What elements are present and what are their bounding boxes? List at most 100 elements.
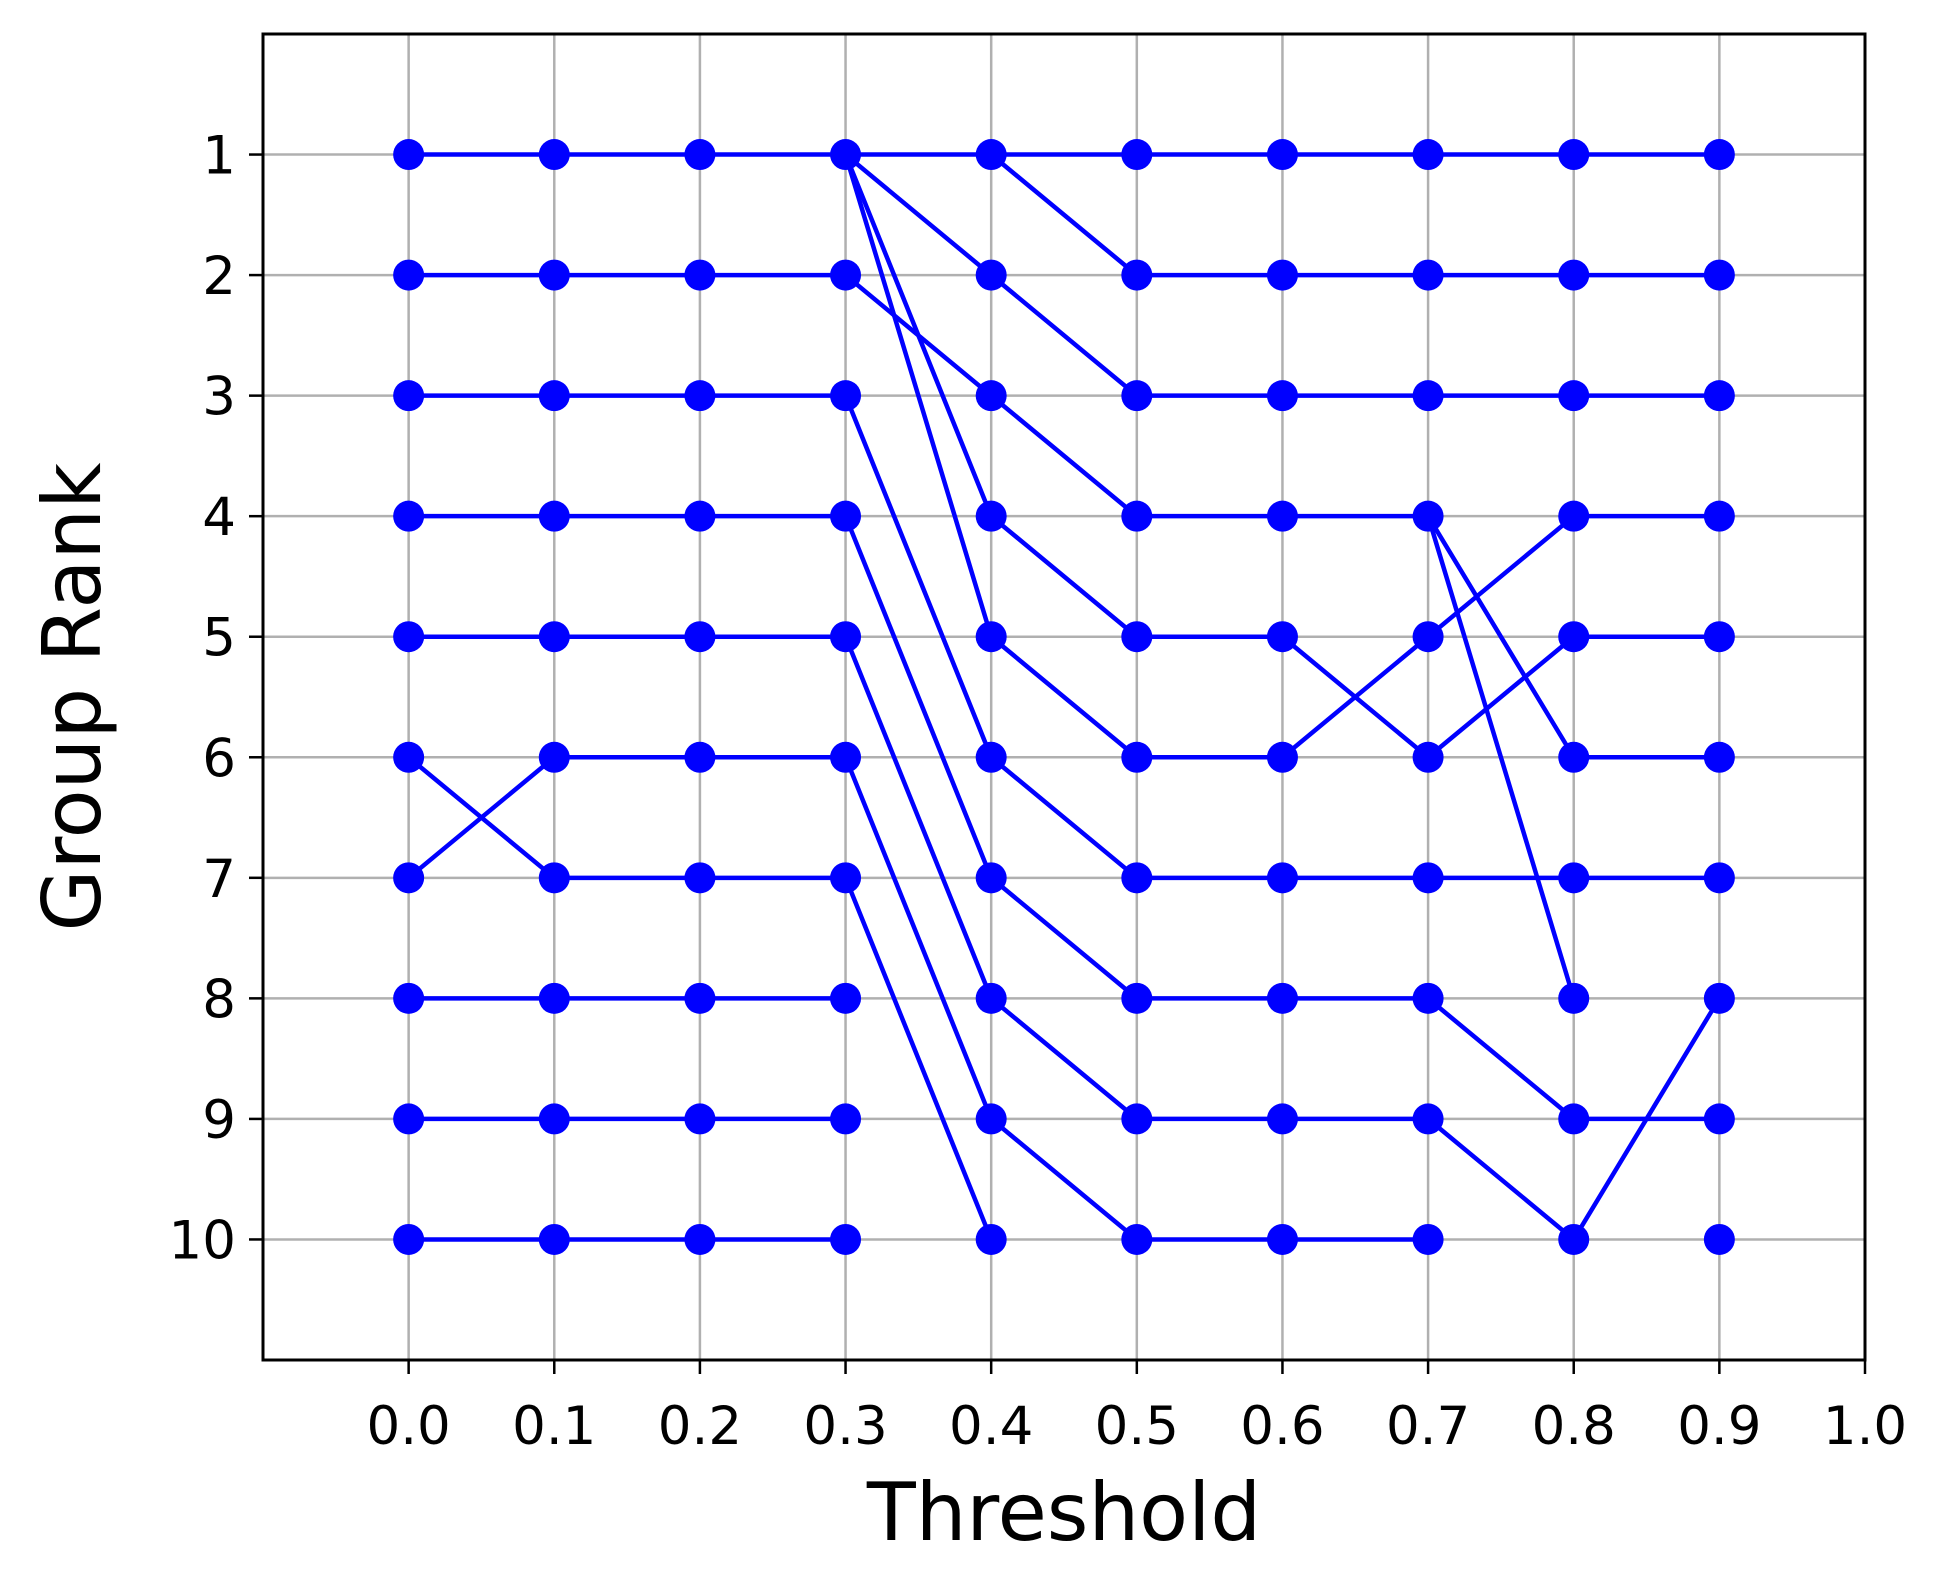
rank-point: [1266, 500, 1298, 532]
rank-segment: [1425, 1116, 1576, 1242]
rank-point: [684, 982, 716, 1014]
rank-point: [1412, 500, 1444, 532]
rank-point: [1558, 741, 1590, 773]
x-tick-label: 0.2: [658, 1396, 742, 1457]
rank-segment: [988, 1116, 1140, 1242]
rank-segment: [1425, 513, 1576, 639]
rank-point: [684, 500, 716, 532]
y-tick-label: 4: [202, 487, 236, 548]
rank-point: [538, 259, 570, 291]
rank-point: [1121, 500, 1153, 532]
rank-point: [684, 259, 716, 291]
rank-point: [1412, 139, 1444, 171]
rank-point: [1558, 1223, 1590, 1255]
rank-segment: [988, 755, 1140, 881]
rank-segment: [1425, 513, 1576, 1001]
rank-point: [1558, 1103, 1590, 1135]
rank-point: [538, 500, 570, 532]
rank-point: [830, 1103, 862, 1135]
rank-point: [538, 1223, 570, 1255]
rank-point: [393, 1103, 425, 1135]
rank-segment: [988, 875, 1140, 1001]
y-tick-label: 3: [202, 367, 236, 428]
rank-point: [393, 1223, 425, 1255]
rank-point: [1266, 259, 1298, 291]
x-tick-label: 0.7: [1386, 1396, 1470, 1457]
y-tick-label: 8: [202, 969, 236, 1030]
y-tick-label: 7: [202, 849, 236, 910]
rank-point: [975, 862, 1007, 894]
x-tick-label: 0.9: [1677, 1396, 1761, 1457]
rank-point: [830, 862, 862, 894]
rank-segment: [988, 513, 1140, 639]
rank-point: [1412, 862, 1444, 894]
rank-point: [393, 862, 425, 894]
rank-segment: [843, 272, 994, 398]
rank-point: [1558, 500, 1590, 532]
y-tick-label: 10: [169, 1210, 236, 1271]
rank-point: [1266, 1223, 1298, 1255]
rank-point: [1412, 741, 1444, 773]
rank-point: [1266, 741, 1298, 773]
rank-point: [684, 741, 716, 773]
x-tick-label: 1.0: [1823, 1396, 1907, 1457]
rank-point: [1703, 1223, 1735, 1255]
rank-point: [830, 500, 862, 532]
rank-point: [1121, 139, 1153, 171]
rank-point: [1703, 500, 1735, 532]
rank-segment: [843, 634, 994, 1001]
rank-point: [1412, 1103, 1444, 1135]
rank-point: [830, 380, 862, 412]
rank-point: [1412, 982, 1444, 1014]
x-tick-label: 0.1: [512, 1396, 596, 1457]
rank-segment: [406, 755, 557, 881]
rank-point: [1703, 862, 1735, 894]
plot-frame: [261, 32, 1867, 1362]
ticks: 0.0 0.1 0.2 0.3 0.4 0.5 0.6 0.7 0.8 0.9 1.0 1 2 3 4 5 6 7…: [169, 126, 1908, 1457]
rank-segment: [843, 152, 994, 278]
rank-point: [1703, 741, 1735, 773]
rank-point: [1412, 259, 1444, 291]
rank-segment: [988, 996, 1140, 1122]
rank-point: [830, 1223, 862, 1255]
y-tick-label: 2: [202, 246, 236, 307]
rank-point: [684, 1103, 716, 1135]
rank-point: [393, 139, 425, 171]
rank-point: [975, 139, 1007, 171]
rank-point: [1703, 139, 1735, 171]
rank-point: [1558, 862, 1590, 894]
rank-segment: [843, 875, 994, 1242]
rank-segment: [988, 152, 1140, 278]
rank-point: [1558, 259, 1590, 291]
rank-point: [684, 862, 716, 894]
rank-segment: [988, 634, 1140, 760]
rank-point: [1121, 982, 1153, 1014]
rank-point: [975, 500, 1007, 532]
rank-segment: [843, 755, 994, 1122]
y-tick-label: 6: [202, 728, 236, 789]
rank-point: [1703, 1103, 1735, 1135]
rank-segment: [1425, 634, 1576, 760]
rank-point: [538, 741, 570, 773]
rank-point: [1558, 621, 1590, 653]
rank-point: [1703, 982, 1735, 1014]
rank-point: [1121, 1103, 1153, 1135]
x-tick-label: 0.3: [803, 1396, 887, 1457]
rank-point: [393, 259, 425, 291]
y-tick-label: 1: [202, 126, 236, 187]
rank-point: [538, 139, 570, 171]
rank-point: [1266, 862, 1298, 894]
rank-point: [684, 1223, 716, 1255]
rank-point: [1558, 380, 1590, 412]
rank-point: [975, 259, 1007, 291]
rank-point: [538, 862, 570, 894]
rank-point: [538, 1103, 570, 1135]
rank-point: [684, 139, 716, 171]
rank-point: [538, 380, 570, 412]
rank-point: [538, 621, 570, 653]
rank-segment: [988, 393, 1140, 519]
rank-point: [1266, 621, 1298, 653]
x-tick-label: 0.4: [949, 1396, 1033, 1457]
rank-point: [830, 139, 862, 171]
